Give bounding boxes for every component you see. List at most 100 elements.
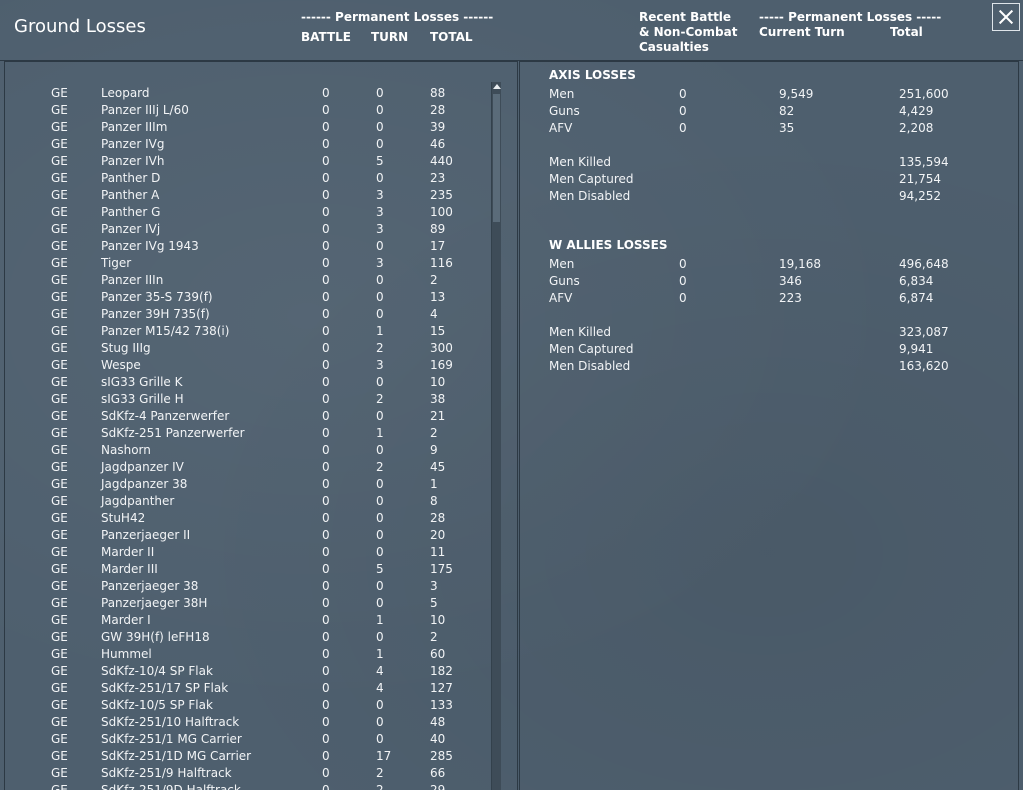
loss-category-label: AFV: [549, 291, 573, 305]
axis-casualty-row: Men Captured 21,754: [520, 172, 1000, 189]
unit-nationality: GE: [51, 528, 68, 542]
scroll-up-arrow-icon[interactable]: [492, 82, 501, 92]
permanent-losses-header-right: ----- Permanent Losses -----: [759, 10, 942, 24]
unit-row[interactable]: GE StuH42 0 0 28: [5, 510, 485, 527]
unit-name: SdKfz-10/4 SP Flak: [101, 664, 213, 678]
unit-row[interactable]: GE Panzer M15/42 738(i) 0 1 15: [5, 323, 485, 340]
unit-row[interactable]: GE Jagdpanzer 38 0 0 1: [5, 476, 485, 493]
unit-row[interactable]: GE Panzer IVj 0 3 89: [5, 221, 485, 238]
unit-row[interactable]: GE SdKfz-4 Panzerwerfer 0 0 21: [5, 408, 485, 425]
unit-total-losses: 175: [430, 562, 453, 576]
axis-loss-row: Guns 0 82 4,429: [520, 104, 1000, 121]
unit-row[interactable]: GE Marder I 0 1 10: [5, 612, 485, 629]
total-right-header: Total: [890, 25, 923, 39]
unit-row[interactable]: GE Hummel 0 1 60: [5, 646, 485, 663]
unit-row[interactable]: GE Panzer 35-S 739(f) 0 0 13: [5, 289, 485, 306]
unit-row[interactable]: GE SdKfz-251/17 SP Flak 0 4 127: [5, 680, 485, 697]
unit-row[interactable]: GE sIG33 Grille H 0 2 38: [5, 391, 485, 408]
unit-battle-losses: 0: [322, 239, 330, 253]
current-turn-value: 82: [779, 104, 795, 118]
unit-row[interactable]: GE Panther A 0 3 235: [5, 187, 485, 204]
unit-row[interactable]: GE SdKfz-251/1D MG Carrier 0 17 285: [5, 748, 485, 765]
unit-nationality: GE: [51, 460, 68, 474]
unit-nationality: GE: [51, 647, 68, 661]
unit-row[interactable]: GE SdKfz-251/10 Halftrack 0 0 48: [5, 714, 485, 731]
casualty-total: 21,754: [899, 172, 941, 186]
unit-row[interactable]: GE Jagdpanzer IV 0 2 45: [5, 459, 485, 476]
unit-nationality: GE: [51, 443, 68, 457]
unit-row[interactable]: GE SdKfz-251 Panzerwerfer 0 1 2: [5, 425, 485, 442]
unit-row[interactable]: GE SdKfz-251/9 Halftrack 0 2 66: [5, 765, 485, 782]
unit-nationality: GE: [51, 698, 68, 712]
unit-row[interactable]: GE Panzerjaeger 38 0 0 3: [5, 578, 485, 595]
unit-row[interactable]: GE Leopard 0 0 88: [5, 85, 485, 102]
unit-name: Panzer IVg: [101, 137, 165, 151]
unit-row[interactable]: GE Nashorn 0 0 9: [5, 442, 485, 459]
unit-name: Panzer 39H 735(f): [101, 307, 210, 321]
unit-nationality: GE: [51, 579, 68, 593]
unit-total-losses: 116: [430, 256, 453, 270]
casualties-header: Casualties: [639, 40, 709, 54]
unit-row[interactable]: GE Panzerjaeger II 0 0 20: [5, 527, 485, 544]
unit-row[interactable]: GE Jagdpanther 0 0 8: [5, 493, 485, 510]
unit-nationality: GE: [51, 562, 68, 576]
unit-nationality: GE: [51, 477, 68, 491]
unit-nationality: GE: [51, 86, 68, 100]
current-turn-value: 223: [779, 291, 802, 305]
unit-row[interactable]: GE sIG33 Grille K 0 0 10: [5, 374, 485, 391]
unit-name: Wespe: [101, 358, 141, 372]
unit-nationality: GE: [51, 324, 68, 338]
unit-turn-losses: 3: [376, 188, 384, 202]
unit-total-losses: 440: [430, 154, 453, 168]
unit-row[interactable]: GE Panzer IVg 1943 0 0 17: [5, 238, 485, 255]
unit-battle-losses: 0: [322, 341, 330, 355]
unit-name: SdKfz-4 Panzerwerfer: [101, 409, 230, 423]
unit-row[interactable]: GE SdKfz-10/5 SP Flak 0 0 133: [5, 697, 485, 714]
casualty-total: 94,252: [899, 189, 941, 203]
unit-nationality: GE: [51, 681, 68, 695]
unit-row[interactable]: GE SdKfz-251/9D Halftrack 0 2 29: [5, 782, 485, 790]
unit-turn-losses: 0: [376, 120, 384, 134]
unit-turn-losses: 2: [376, 766, 384, 780]
unit-row[interactable]: GE SdKfz-251/1 MG Carrier 0 0 40: [5, 731, 485, 748]
unit-row[interactable]: GE GW 39H(f) leFH18 0 0 2: [5, 629, 485, 646]
unit-row[interactable]: GE Panzer IIIn 0 0 2: [5, 272, 485, 289]
unit-row[interactable]: GE Panzer IVh 0 5 440: [5, 153, 485, 170]
unit-battle-losses: 0: [322, 205, 330, 219]
axis-casualty-row: Men Killed 135,594: [520, 155, 1000, 172]
unit-turn-losses: 0: [376, 307, 384, 321]
unit-total-losses: 5: [430, 596, 438, 610]
close-icon[interactable]: [992, 3, 1020, 31]
unit-nationality: GE: [51, 137, 68, 151]
unit-row[interactable]: GE SdKfz-10/4 SP Flak 0 4 182: [5, 663, 485, 680]
unit-turn-losses: 1: [376, 426, 384, 440]
unit-row[interactable]: GE Panther G 0 3 100: [5, 204, 485, 221]
unit-turn-losses: 0: [376, 443, 384, 457]
unit-row[interactable]: GE Tiger 0 3 116: [5, 255, 485, 272]
unit-battle-losses: 0: [322, 528, 330, 542]
battle-column-header: BATTLE: [301, 30, 351, 44]
unit-row[interactable]: GE Panzer IVg 0 0 46: [5, 136, 485, 153]
recent-battle-header: Recent Battle: [639, 10, 732, 24]
recent-casualties-value: 0: [679, 121, 687, 135]
unit-row[interactable]: GE Marder III 0 5 175: [5, 561, 485, 578]
unit-turn-losses: 4: [376, 681, 384, 695]
unit-row[interactable]: GE Panther D 0 0 23: [5, 170, 485, 187]
total-value: 2,208: [899, 121, 934, 135]
unit-row[interactable]: GE Marder II 0 0 11: [5, 544, 485, 561]
unit-name: Nashorn: [101, 443, 151, 457]
loss-category-label: Guns: [549, 274, 580, 288]
scroll-thumb[interactable]: [493, 94, 500, 222]
non-combat-header: & Non-Combat: [639, 25, 738, 39]
unit-row[interactable]: GE Wespe 0 3 169: [5, 357, 485, 374]
unit-total-losses: 2: [430, 630, 438, 644]
unit-row[interactable]: GE Panzer IIIm 0 0 39: [5, 119, 485, 136]
unit-row[interactable]: GE Panzer 39H 735(f) 0 0 4: [5, 306, 485, 323]
unit-total-losses: 39: [430, 120, 446, 134]
unit-battle-losses: 0: [322, 188, 330, 202]
unit-total-losses: 46: [430, 137, 446, 151]
unit-row[interactable]: GE Panzerjaeger 38H 0 0 5: [5, 595, 485, 612]
unit-row[interactable]: GE Stug IIIg 0 2 300: [5, 340, 485, 357]
scrollbar[interactable]: [491, 82, 501, 790]
unit-row[interactable]: GE Panzer IIIj L/60 0 0 28: [5, 102, 485, 119]
